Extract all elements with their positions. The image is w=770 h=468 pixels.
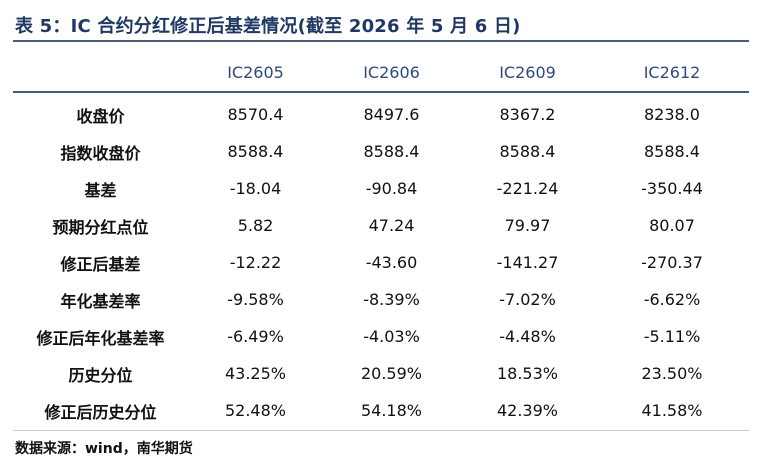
table-title: 表 5：IC 合约分红修正后基差情况(截至 2026 年 5 月 6 日) [15,16,521,37]
header-row: IC2605 IC2606 IC2609 IC2612 [13,52,749,92]
table-cell: 47.24 [368,216,415,235]
table-cell: -90.84 [365,179,418,198]
table-cell: -221.24 [496,179,559,198]
table-cell: -12.22 [229,253,282,272]
basis-table: IC2605 IC2606 IC2609 IC2612 收盘价 8570.4 849… [13,52,749,429]
row-label: 修正后基差 [60,254,141,274]
table-row: 历史分位 43.25% 20.59% 18.53% 23.50% [13,355,749,392]
header-rule [13,91,749,93]
table-cell: 8588.4 [499,142,556,161]
table-cell: 8238.0 [644,105,700,124]
table-row: 基差 -18.04 -90.84 -221.24 -350.44 [13,170,749,207]
table-row: 预期分红点位 5.82 47.24 79.97 80.07 [13,207,749,244]
table-row: 年化基差率 -9.58% -8.39% -7.02% -6.62% [13,281,749,318]
source-note: 数据来源：wind，南华期货 [15,441,193,457]
table-cell: 20.59% [360,364,422,383]
table-cell: 43.25% [224,364,286,383]
table-cell: 41.58% [641,401,703,420]
table-cell: -4.03% [363,327,420,346]
table-cell: 8570.4 [227,105,284,124]
table-cell: -270.37 [641,253,703,272]
row-label: 预期分红点位 [52,217,149,237]
table-row: 修正后基差 -12.22 -43.60 -141.27 -270.37 [13,244,749,281]
table-cell: -7.02% [499,290,556,309]
table-cell: -8.39% [363,290,420,309]
column-header: IC2605 [227,62,284,82]
bottom-rule [13,430,749,431]
table-cell: 79.97 [504,216,551,235]
top-rule [13,40,749,42]
table-cell: -18.04 [229,179,282,198]
row-label: 年化基差率 [60,291,141,311]
table-cell: 80.07 [649,216,695,235]
table-cell: 8588.4 [363,142,420,161]
table-cell: 54.18% [360,401,422,420]
row-label: 基差 [84,180,117,200]
table-cell: -6.62% [643,290,701,309]
row-label: 收盘价 [76,106,125,126]
table-row: 指数收盘价 8588.4 8588.4 8588.4 8588.4 [13,133,749,170]
table-cell: -5.11% [643,327,701,346]
column-header: IC2612 [643,62,701,82]
table-cell: 8588.4 [644,142,700,161]
table-cell: -4.48% [499,327,556,346]
table-cell: 8497.6 [363,105,420,124]
column-header: IC2609 [499,62,556,82]
table-cell: -43.60 [365,253,418,272]
corner-cell [13,52,188,92]
table-cell: 42.39% [496,401,558,420]
row-label: 修正后历史分位 [44,402,157,422]
table-cell: -350.44 [641,179,703,198]
table-cell: 52.48% [224,401,286,420]
table-row: 收盘价 8570.4 8497.6 8367.2 8238.0 [13,92,749,133]
table-cell: 8588.4 [227,142,284,161]
table-cell: -141.27 [496,253,559,272]
table-cell: -6.49% [227,327,284,346]
table-cell: -9.58% [227,290,284,309]
row-label: 修正后年化基差率 [36,328,165,348]
table-cell: 18.53% [496,364,558,383]
table-cell: 5.82 [237,216,274,235]
column-header: IC2606 [363,62,420,82]
table-cell: 23.50% [641,364,703,383]
row-label: 指数收盘价 [60,143,141,163]
row-label: 历史分位 [68,365,133,385]
table-row: 修正后历史分位 52.48% 54.18% 42.39% 41.58% [13,392,749,429]
table-cell: 8367.2 [499,105,556,124]
table-row: 修正后年化基差率 -6.49% -4.03% -4.48% -5.11% [13,318,749,355]
